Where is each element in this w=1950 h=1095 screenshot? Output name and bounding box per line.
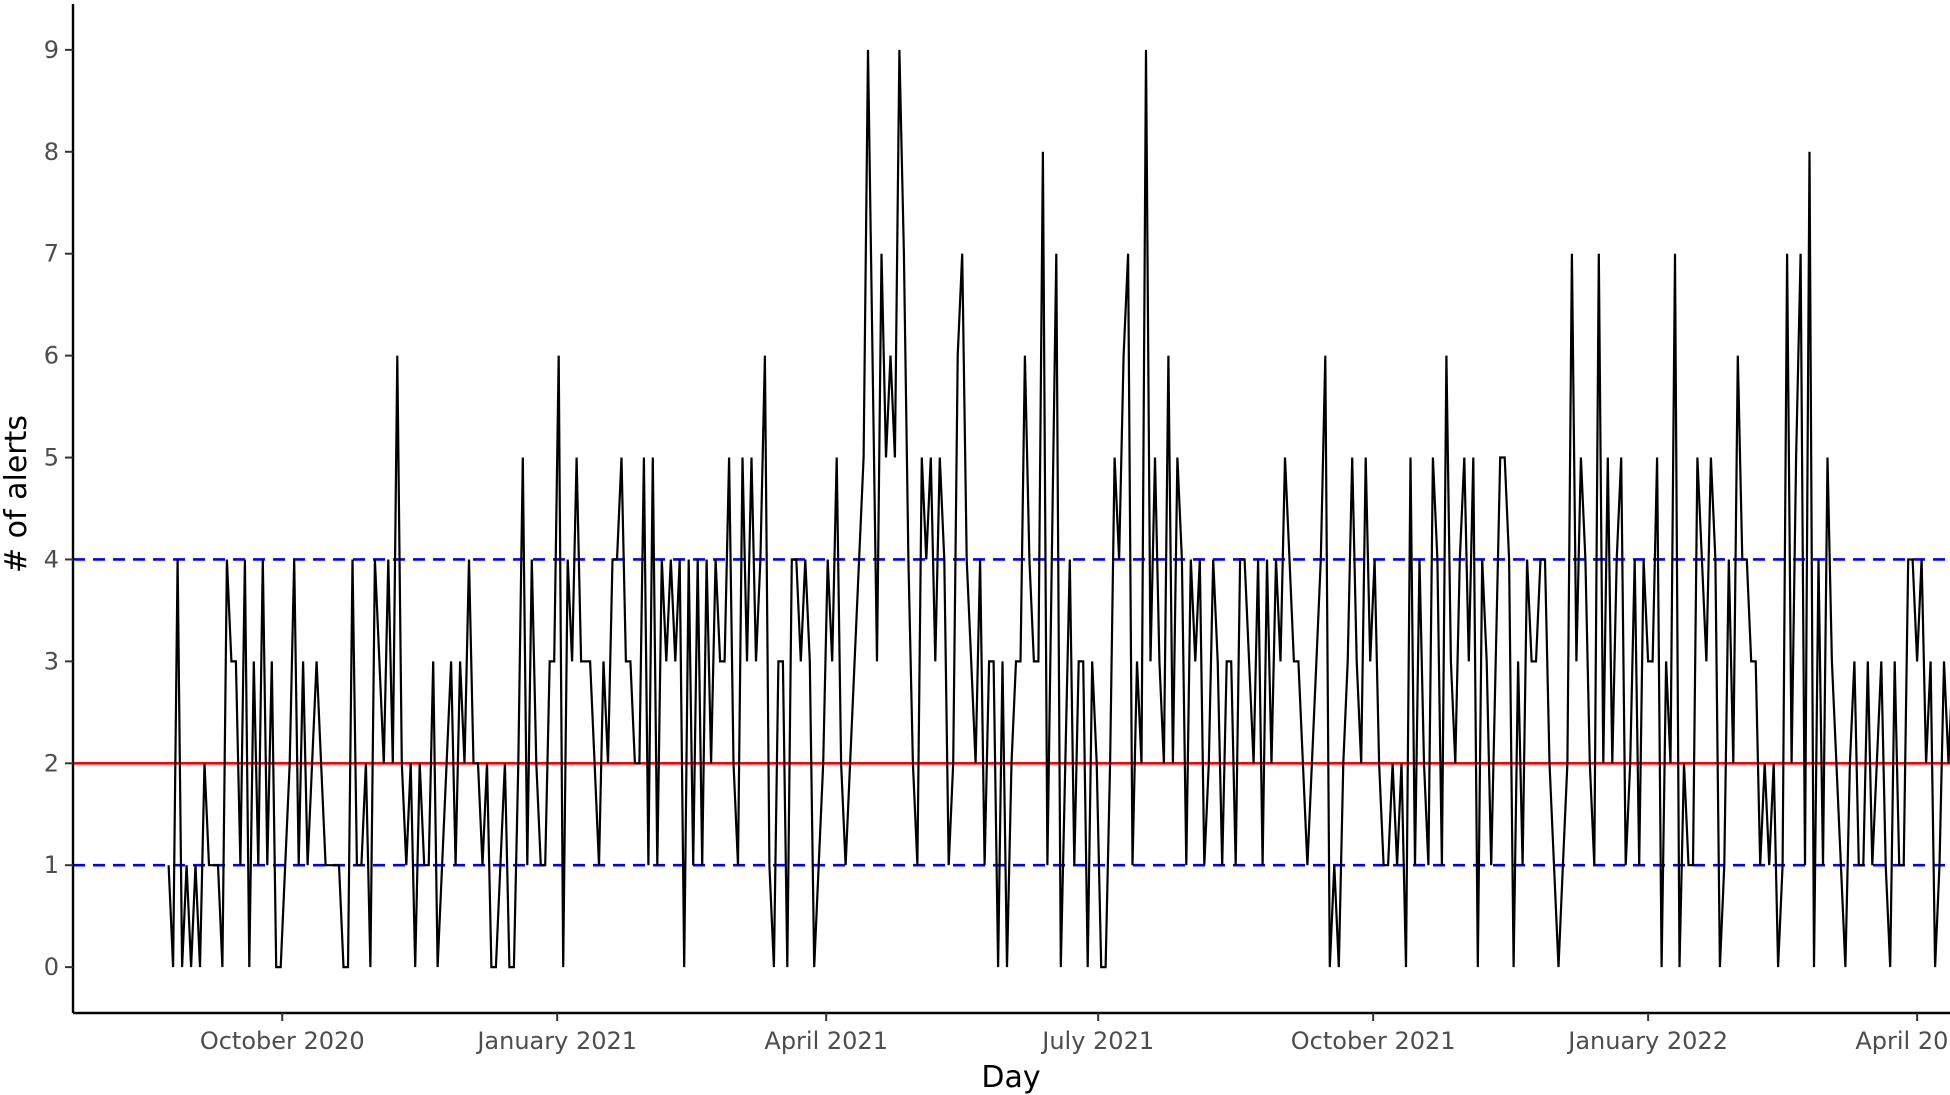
x-tick-label: April 2022 xyxy=(1855,1027,1950,1055)
y-tick-label: 4 xyxy=(44,545,59,573)
y-axis-title: # of alerts xyxy=(0,415,34,573)
x-tick-label: January 2021 xyxy=(475,1027,637,1055)
x-tick-label: January 2022 xyxy=(1566,1027,1728,1055)
y-tick-label: 5 xyxy=(44,444,59,472)
y-tick-label: 0 xyxy=(44,953,59,981)
y-tick-label: 9 xyxy=(44,36,59,64)
x-tick-label: October 2020 xyxy=(200,1027,365,1055)
y-tick-label: 3 xyxy=(44,647,59,675)
x-tick-label: October 2021 xyxy=(1291,1027,1456,1055)
x-tick-label: July 2021 xyxy=(1040,1027,1154,1055)
x-tick-label: April 2021 xyxy=(764,1027,888,1055)
y-tick-label: 6 xyxy=(44,342,59,370)
series-line-alerts xyxy=(167,49,1950,969)
y-tick-label: 2 xyxy=(44,749,59,777)
y-tick-label: 8 xyxy=(44,138,59,166)
x-axis-ticks: October 2020 January 2021 April 2021 July 2… xyxy=(200,1013,1950,1055)
y-axis-ticks: 0 1 2 3 4 5 6 7 8 9 xyxy=(44,36,73,981)
x-axis-title: Day xyxy=(981,1060,1040,1095)
y-tick-label: 7 xyxy=(44,240,59,268)
axes xyxy=(71,4,1950,1015)
y-tick-label: 1 xyxy=(44,851,59,879)
